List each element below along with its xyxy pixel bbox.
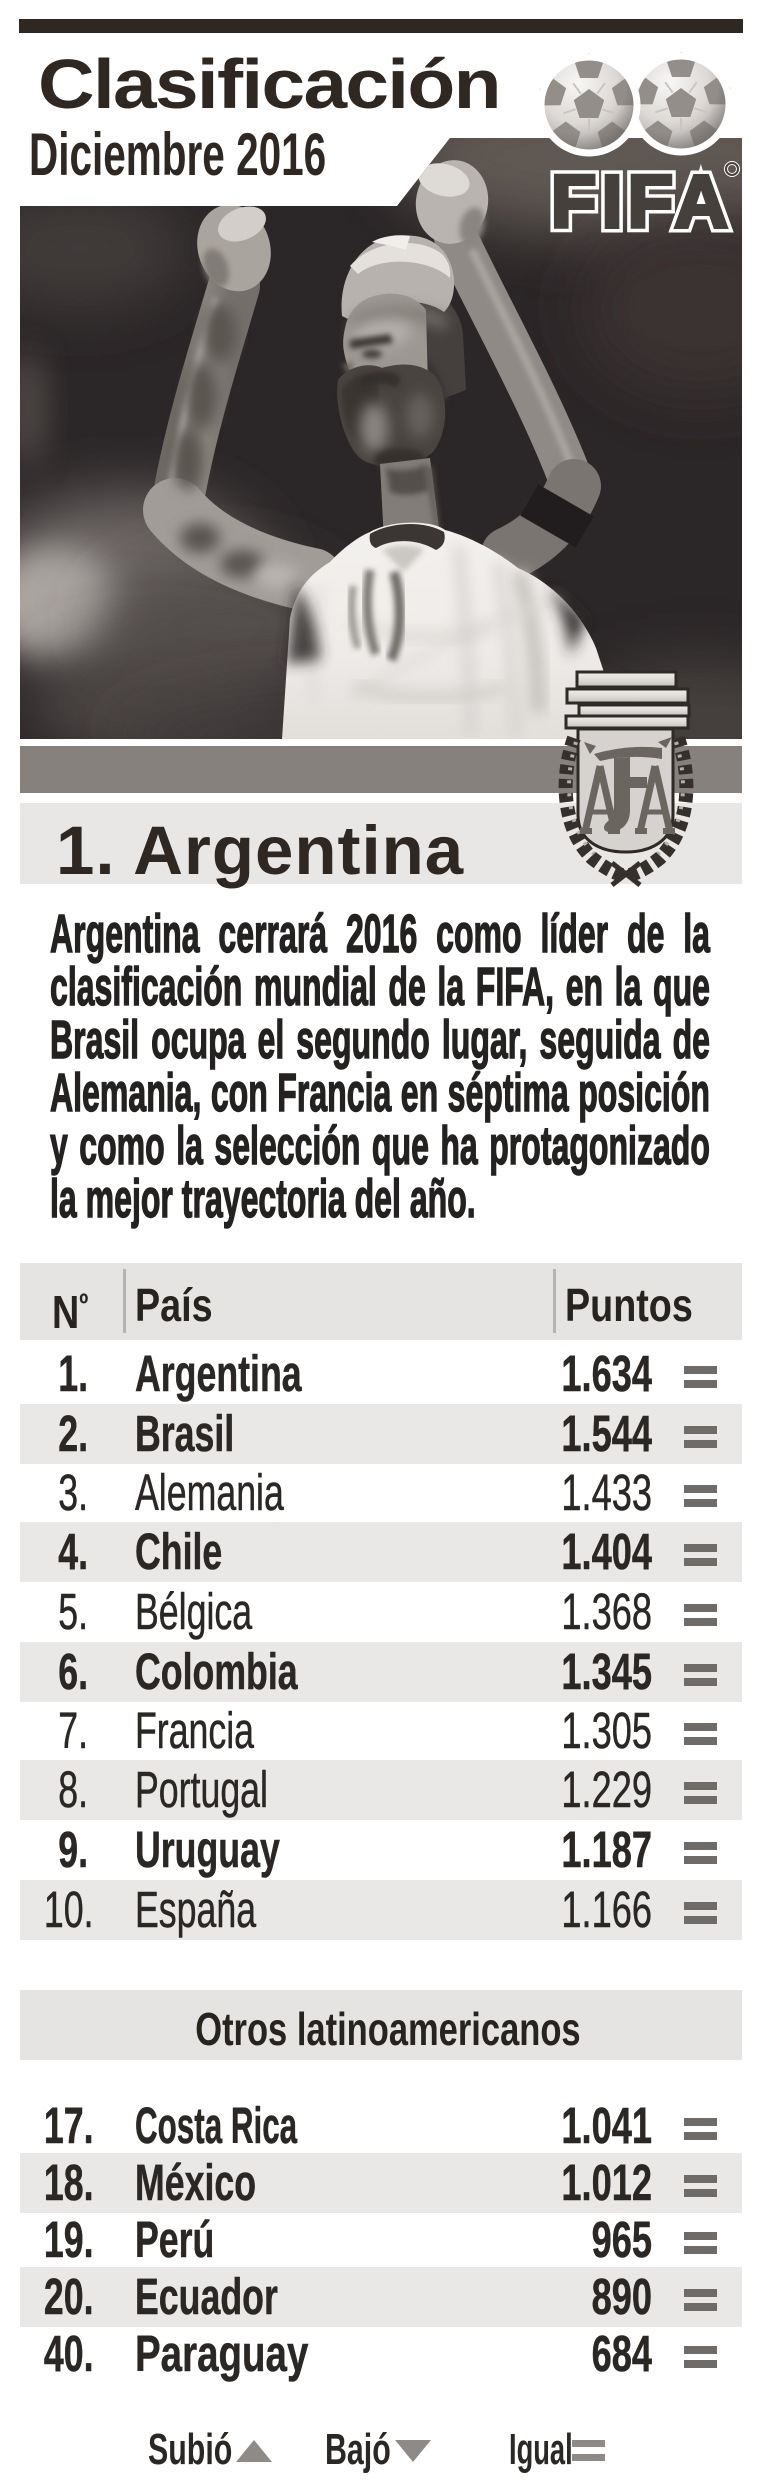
svg-text:FIFA: FIFA	[551, 160, 733, 242]
svg-text:FIFA: FIFA	[551, 160, 733, 242]
